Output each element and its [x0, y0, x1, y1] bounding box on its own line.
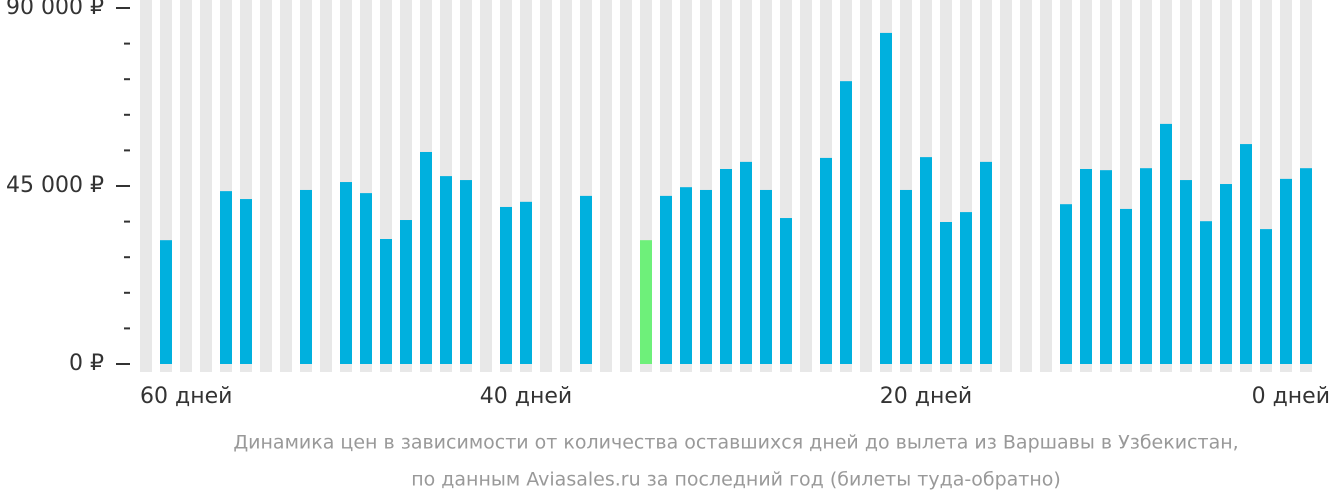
background-column — [180, 0, 192, 372]
background-column — [280, 0, 292, 372]
bar — [460, 180, 472, 364]
bar — [520, 201, 532, 364]
background-column — [860, 0, 872, 372]
bar — [720, 168, 732, 364]
background-column — [320, 0, 332, 372]
bar — [420, 151, 432, 364]
x-tick-label: 60 дней — [140, 384, 232, 409]
bar — [1260, 229, 1272, 364]
bar — [1100, 170, 1112, 364]
bar — [400, 220, 412, 364]
background-column — [620, 0, 632, 372]
caption: по данным Aviasales.ru за последний год … — [411, 469, 1061, 491]
caption: Динамика цен в зависимости от количества… — [233, 432, 1238, 454]
bar — [880, 32, 892, 365]
bar — [1140, 168, 1152, 364]
background-column — [1020, 0, 1032, 372]
bar — [1120, 208, 1132, 364]
bar — [1240, 144, 1252, 364]
background-column — [800, 0, 812, 372]
bar — [160, 240, 172, 364]
bar — [1300, 168, 1312, 364]
bar — [360, 193, 372, 364]
background-column — [200, 0, 212, 372]
bar — [700, 189, 712, 364]
bar — [1280, 178, 1292, 364]
y-tick-label: 0 ₽ — [69, 351, 104, 376]
bar — [220, 191, 232, 364]
bar — [1200, 221, 1212, 364]
bar — [500, 206, 512, 364]
bar — [780, 218, 792, 364]
bar — [680, 187, 692, 364]
bar — [1060, 204, 1072, 364]
background-column — [560, 0, 572, 372]
bar — [740, 161, 752, 364]
background-column — [1000, 0, 1012, 372]
bar — [940, 221, 952, 364]
x-tick-label: 0 дней — [1252, 384, 1330, 409]
background-column — [540, 0, 552, 372]
background-column — [480, 0, 492, 372]
x-tick-label: 40 дней — [480, 384, 572, 409]
bar — [240, 199, 252, 364]
bar — [660, 195, 672, 364]
bar — [440, 176, 452, 364]
bar — [1160, 123, 1172, 364]
bar — [840, 81, 852, 364]
y-tick-label: 90 000 ₽ — [6, 0, 104, 20]
background-column — [600, 0, 612, 372]
background-column — [1040, 0, 1052, 372]
y-tick-label: 45 000 ₽ — [6, 173, 104, 198]
bar — [300, 189, 312, 364]
bar — [820, 157, 832, 364]
bar — [900, 189, 912, 364]
background-column — [140, 0, 152, 372]
bar — [580, 195, 592, 364]
bar — [640, 240, 652, 364]
background-column — [260, 0, 272, 372]
bar — [1080, 168, 1092, 364]
x-tick-label: 20 дней — [880, 384, 972, 409]
bar — [960, 212, 972, 364]
bar — [1220, 184, 1232, 364]
bar — [760, 189, 772, 364]
bar — [920, 157, 932, 364]
bar — [380, 239, 392, 364]
bar — [1180, 180, 1192, 364]
bar — [980, 161, 992, 364]
bar — [340, 182, 352, 364]
